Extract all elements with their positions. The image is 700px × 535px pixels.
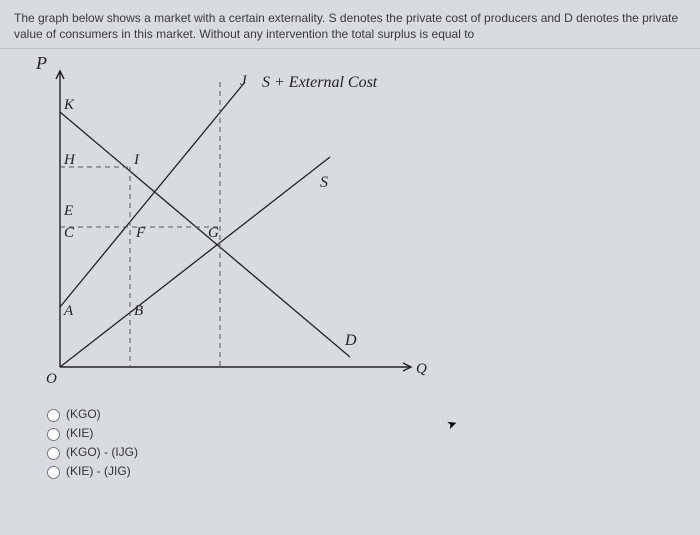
option-4[interactable]: (KIE) - (JIG) bbox=[42, 463, 700, 479]
page: The graph below shows a market with a ce… bbox=[0, 0, 700, 535]
option-4-radio[interactable] bbox=[47, 466, 60, 479]
option-3-label: (KGO) - (IJG) bbox=[66, 445, 138, 459]
point-F: F bbox=[135, 225, 146, 241]
label-demand: D bbox=[344, 332, 357, 349]
option-2-radio[interactable] bbox=[47, 428, 60, 441]
point-J: J bbox=[240, 73, 248, 89]
option-3[interactable]: (KGO) - (IJG) bbox=[42, 444, 700, 460]
point-G: G bbox=[208, 225, 219, 241]
question-text: The graph below shows a market with a ce… bbox=[0, 0, 700, 49]
origin-label: O bbox=[46, 371, 57, 387]
point-H: H bbox=[63, 152, 76, 168]
option-2-label: (KIE) bbox=[66, 426, 93, 440]
point-A: A bbox=[63, 303, 74, 319]
chart-container: P K H I E C F G bbox=[30, 57, 700, 400]
answer-options: (KGO) (KIE) (KGO) - (IJG) (KIE) - (JIG) bbox=[42, 406, 700, 479]
option-1[interactable]: (KGO) bbox=[42, 406, 700, 422]
option-1-label: (KGO) bbox=[66, 407, 101, 421]
label-social-cost: S + External Cost bbox=[262, 74, 378, 91]
option-2[interactable]: (KIE) bbox=[42, 425, 700, 441]
point-C: C bbox=[64, 225, 75, 241]
x-axis-label: Q bbox=[416, 361, 427, 377]
point-I: I bbox=[133, 152, 140, 168]
point-E: E bbox=[63, 203, 73, 219]
option-3-radio[interactable] bbox=[47, 447, 60, 460]
option-1-radio[interactable] bbox=[47, 409, 60, 422]
option-4-label: (KIE) - (JIG) bbox=[66, 464, 131, 478]
label-supply: S bbox=[320, 174, 328, 191]
point-K: K bbox=[63, 97, 75, 113]
point-B: B bbox=[134, 303, 143, 319]
econ-graph: K H I E C F G A B J S + External Cost S … bbox=[30, 57, 460, 397]
y-axis-label: P bbox=[36, 53, 47, 74]
